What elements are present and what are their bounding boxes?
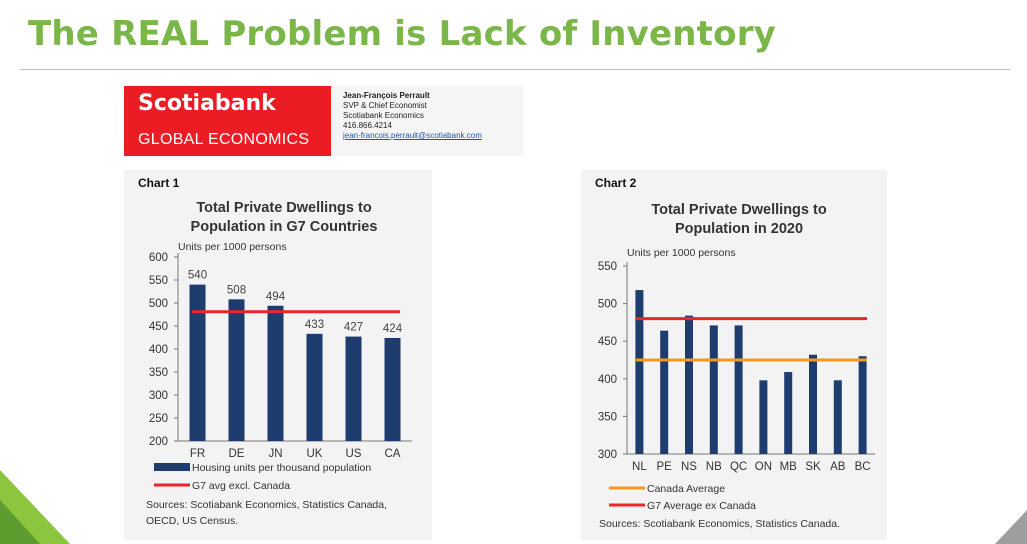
chart-1-bar [189,284,206,441]
chart-1-y-tick-label: 300 [149,390,168,402]
chart-1-data-label: 540 [188,270,207,282]
chart-2-label: Chart 2 [595,176,637,190]
chart-1-bar [267,305,284,441]
chart-2-bar [809,354,817,454]
chart-1-bar [384,337,401,441]
chart-1-y-tick-label: 550 [149,275,168,287]
chart-2-x-tick-label: PE [657,461,673,473]
contact-email-link[interactable]: jean-francois.perrault@scotiabank.com [343,131,482,140]
chart-2-bar [833,380,842,454]
chart-1-y-tick-label: 250 [149,413,168,425]
contact-phone: 416.866.4214 [343,121,392,130]
chart-2-panel: Chart 2 Total Private Dwellings to Populat… [581,170,887,540]
chart-1-x-tick-label: CA [385,448,401,460]
corner-decoration-grey [995,510,1027,544]
chart-2-bar [660,330,669,454]
chart-1-y-tick-label: 400 [149,344,168,356]
chart-2-y-tick-label: 300 [598,449,617,461]
chart-1-title-line: Total Private Dwellings to [196,200,372,216]
chart-2-y-tick-label: 400 [598,374,617,386]
chart-1-panel: Chart 1 Total Private Dwellings to Populat… [124,170,432,540]
chart-1-x-tick-label: UK [307,448,323,460]
chart-1-svg: Chart 1 Total Private Dwellings to Populat… [138,176,412,527]
chart-2-y-tick-label: 350 [598,411,617,423]
chart-1-source-line: Sources: Scotiabank Economics, Statistic… [146,499,387,511]
slide-title: The REAL Problem is Lack of Inventory [28,14,777,54]
chart-1-data-label: 433 [305,319,324,331]
chart-2-y-tick-label: 500 [598,299,617,311]
chart-1-bar [306,333,323,441]
chart-1-title-line: Population in G7 Countries [191,219,378,235]
chart-1-legend-swatch [154,463,190,471]
chart-2-x-tick-label: NS [681,461,697,473]
chart-2-x-tick-label: BC [855,461,871,473]
chart-2-bar [784,372,793,454]
title-divider [20,69,1010,70]
chart-1-legend-label: Housing units per thousand population [192,462,371,474]
chart-2-bar [685,315,693,454]
chart-1-x-tick-label: JN [268,448,282,460]
chart-2-x-tick-label: AB [830,461,846,473]
chart-1-y-tick-label: 450 [149,321,168,333]
chart-1-data-label: 508 [227,284,246,296]
chart-1-y-tick-label: 600 [149,252,168,264]
chart-2-x-tick-label: NL [632,461,647,473]
chart-2-title-line: Total Private Dwellings to [651,202,827,218]
chart-2-y-tick-label: 450 [598,336,617,348]
chart-2-bar [858,356,867,454]
contact-org: Scotiabank Economics [343,111,424,120]
chart-2-x-tick-label: MB [780,461,798,473]
corner-decoration-dark-green [0,500,40,544]
chart-2-unit-label: Units per 1000 persons [627,247,736,259]
chart-2-x-tick-label: ON [755,461,772,473]
chart-2-x-tick-label: QC [730,461,747,473]
chart-1-bar [228,299,245,441]
chart-2-bar [635,290,644,454]
contact-card: Jean-François Perrault SVP & Chief Econo… [331,86,523,156]
chart-1-unit-label: Units per 1000 persons [178,241,287,253]
chart-2-bar [734,325,743,454]
chart-1-y-tick-label: 350 [149,367,168,379]
chart-2-source-line: Sources: Scotiabank Economics, Statistic… [599,518,840,530]
chart-1-x-tick-label: FR [190,448,205,460]
chart-1-data-label: 494 [266,291,286,303]
contact-role: SVP & Chief Economist [343,101,427,110]
chart-2-legend-label: G7 Average ex Canada [647,500,756,512]
chart-2-title-line: Population in 2020 [675,221,803,237]
chart-1-y-tick-label: 200 [149,436,168,448]
chart-2-bar [709,325,718,454]
contact-name: Jean-François Perrault [343,91,430,100]
chart-2-legend-label: Canada Average [647,483,725,495]
chart-2-y-tick-label: 550 [598,261,617,273]
chart-1-bar [345,336,362,441]
chart-1-legend-label: G7 avg excl. Canada [192,480,290,492]
chart-1-x-tick-label: DE [229,448,245,460]
chart-2-bar [759,380,768,454]
chart-1-source-line: OECD, US Census. [146,515,238,527]
scotiabank-logo: Scotiabank GLOBAL ECONOMICS [124,86,331,156]
chart-1-y-tick-label: 500 [149,298,168,310]
chart-1-data-label: 424 [383,323,403,335]
chart-2-x-tick-label: NB [706,461,722,473]
logo-name: Scotiabank [138,91,276,116]
chart-1-label: Chart 1 [138,176,180,190]
chart-2-svg: Chart 2 Total Private Dwellings to Populat… [595,176,875,530]
chart-1-data-label: 427 [344,322,363,334]
chart-2-x-tick-label: SK [805,461,821,473]
chart-1-x-tick-label: US [346,448,362,460]
logo-unit: GLOBAL ECONOMICS [138,131,310,148]
